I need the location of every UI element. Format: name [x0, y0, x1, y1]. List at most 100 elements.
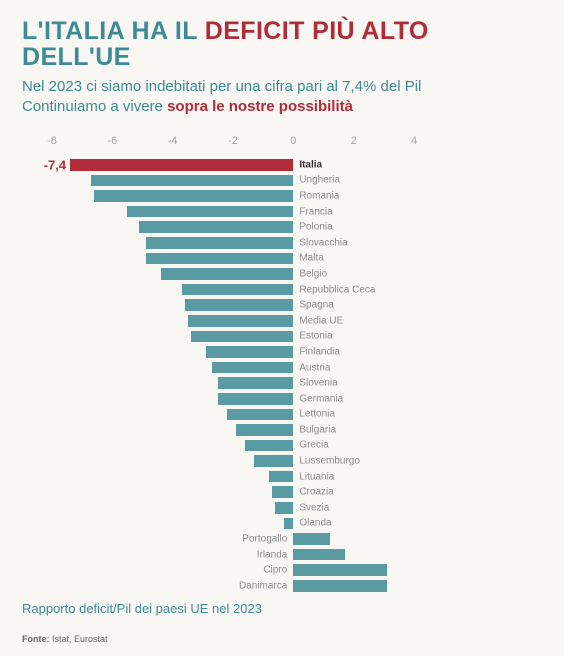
x-axis-tick: -4 [168, 135, 178, 147]
bar-row: Danimarca [22, 578, 542, 594]
bar-row: Finlandia [22, 344, 542, 360]
bar [191, 331, 294, 343]
bar-row: Bulgaria [22, 422, 542, 438]
title-highlight: DEFICIT PIÙ ALTO [205, 17, 429, 45]
subtitle-line2-highlight: sopra le nostre possibilità [167, 98, 353, 115]
bar [146, 253, 294, 265]
x-axis-tick: 2 [351, 135, 357, 147]
country-label: Lettonia [299, 409, 335, 420]
source-label: Fonte: [22, 634, 50, 644]
chart-source: Fonte: Istat, Eurostat [22, 634, 542, 644]
subtitle-line1: Nel 2023 ci siamo indebitati per una cif… [22, 78, 421, 95]
bar-row: Olanda [22, 516, 542, 532]
bar [206, 346, 293, 358]
title-prefix: L'ITALIA HA IL [22, 17, 205, 45]
bar-row: Slovenia [22, 375, 542, 391]
bar [212, 362, 293, 374]
x-axis-tick: 4 [411, 135, 417, 147]
bar-row: Polonia [22, 219, 542, 235]
bar [293, 564, 387, 576]
bar-row: Germania [22, 391, 542, 407]
bar [188, 315, 294, 327]
bar [146, 237, 294, 249]
bar-row: Malta [22, 251, 542, 267]
country-label: Polonia [299, 222, 332, 233]
bar-row: Ungheria [22, 173, 542, 189]
country-label: Estonia [299, 331, 332, 342]
bar [227, 409, 293, 421]
bar-row: Francia [22, 204, 542, 220]
bar-row: Media UE [22, 313, 542, 329]
country-label: Irlanda [257, 549, 288, 560]
bar-row: Cipro [22, 562, 542, 578]
country-label: Francia [299, 206, 332, 217]
bar-row: Svezia [22, 500, 542, 516]
country-label: Spagna [299, 300, 333, 311]
bar-row: Lettonia [22, 407, 542, 423]
country-label: Belgio [299, 268, 327, 279]
country-label: Italia [299, 159, 322, 170]
highlight-value-label: -7,4 [44, 157, 66, 172]
bar [139, 221, 293, 233]
country-label: Lituania [299, 471, 334, 482]
bar [94, 190, 293, 202]
country-label: Svezia [299, 502, 329, 513]
country-label: Repubblica Ceca [299, 284, 375, 295]
bar-row: Grecia [22, 438, 542, 454]
bar-row: Croazia [22, 484, 542, 500]
bar [293, 580, 387, 592]
bar-row: Austria [22, 360, 542, 376]
subtitle-line2-prefix: Continuiamo a vivere [22, 98, 167, 115]
bar [91, 175, 293, 187]
country-label: Ungheria [299, 175, 340, 186]
bar-row: Estonia [22, 329, 542, 345]
bar [236, 424, 293, 436]
bar [272, 486, 293, 498]
bar [275, 502, 293, 514]
source-text: Istat, Eurostat [50, 634, 108, 644]
bar [70, 159, 293, 171]
country-label: Olanda [299, 518, 331, 529]
country-label: Slovenia [299, 378, 337, 389]
country-label: Germania [299, 393, 343, 404]
chart-title: L'ITALIA HA IL DEFICIT PIÙ ALTO DELL'UE [22, 18, 542, 71]
bar [127, 206, 293, 218]
x-axis-tick: -8 [47, 135, 57, 147]
x-axis-tick: -2 [228, 135, 238, 147]
chart-caption: Rapporto deficit/Pil dei paesi UE nel 20… [22, 601, 542, 616]
bar [185, 299, 294, 311]
country-label: Bulgaria [299, 424, 336, 435]
x-axis-tick: -6 [107, 135, 117, 147]
chart-subtitle: Nel 2023 ci siamo indebitati per una cif… [22, 77, 542, 118]
country-label: Malta [299, 253, 323, 264]
country-label: Austria [299, 362, 330, 373]
bar-chart: -8 -6 -4 -2 0 2 4 Italia -7,4 Ungheria Romania Fra… [22, 135, 542, 595]
country-label: Cipro [263, 565, 287, 576]
country-label: Media UE [299, 315, 343, 326]
bar [293, 533, 329, 545]
country-label: Slovacchia [299, 237, 347, 248]
bar [218, 393, 293, 405]
bar-row: Slovacchia [22, 235, 542, 251]
bar-row: Romania [22, 188, 542, 204]
bar [161, 268, 294, 280]
bar [269, 471, 293, 483]
bar-row: Spagna [22, 297, 542, 313]
bar-row: Irlanda [22, 547, 542, 563]
chart-bars: Italia -7,4 Ungheria Romania Francia Polonia S… [22, 157, 542, 594]
bar [245, 440, 293, 452]
bar [284, 518, 293, 530]
x-axis: -8 -6 -4 -2 0 2 4 [22, 135, 542, 149]
bar-row: Lituania [22, 469, 542, 485]
x-axis-tick: 0 [290, 135, 296, 147]
country-label: Romania [299, 190, 339, 201]
bar-row: Portogallo [22, 531, 542, 547]
bar [293, 549, 344, 561]
bar [218, 377, 293, 389]
country-label: Portogallo [242, 534, 287, 545]
bar-row: Repubblica Ceca [22, 282, 542, 298]
title-suffix: DELL'UE [22, 43, 131, 71]
bar [182, 284, 294, 296]
bar-row: Lussemburgo [22, 453, 542, 469]
country-label: Finlandia [299, 346, 340, 357]
